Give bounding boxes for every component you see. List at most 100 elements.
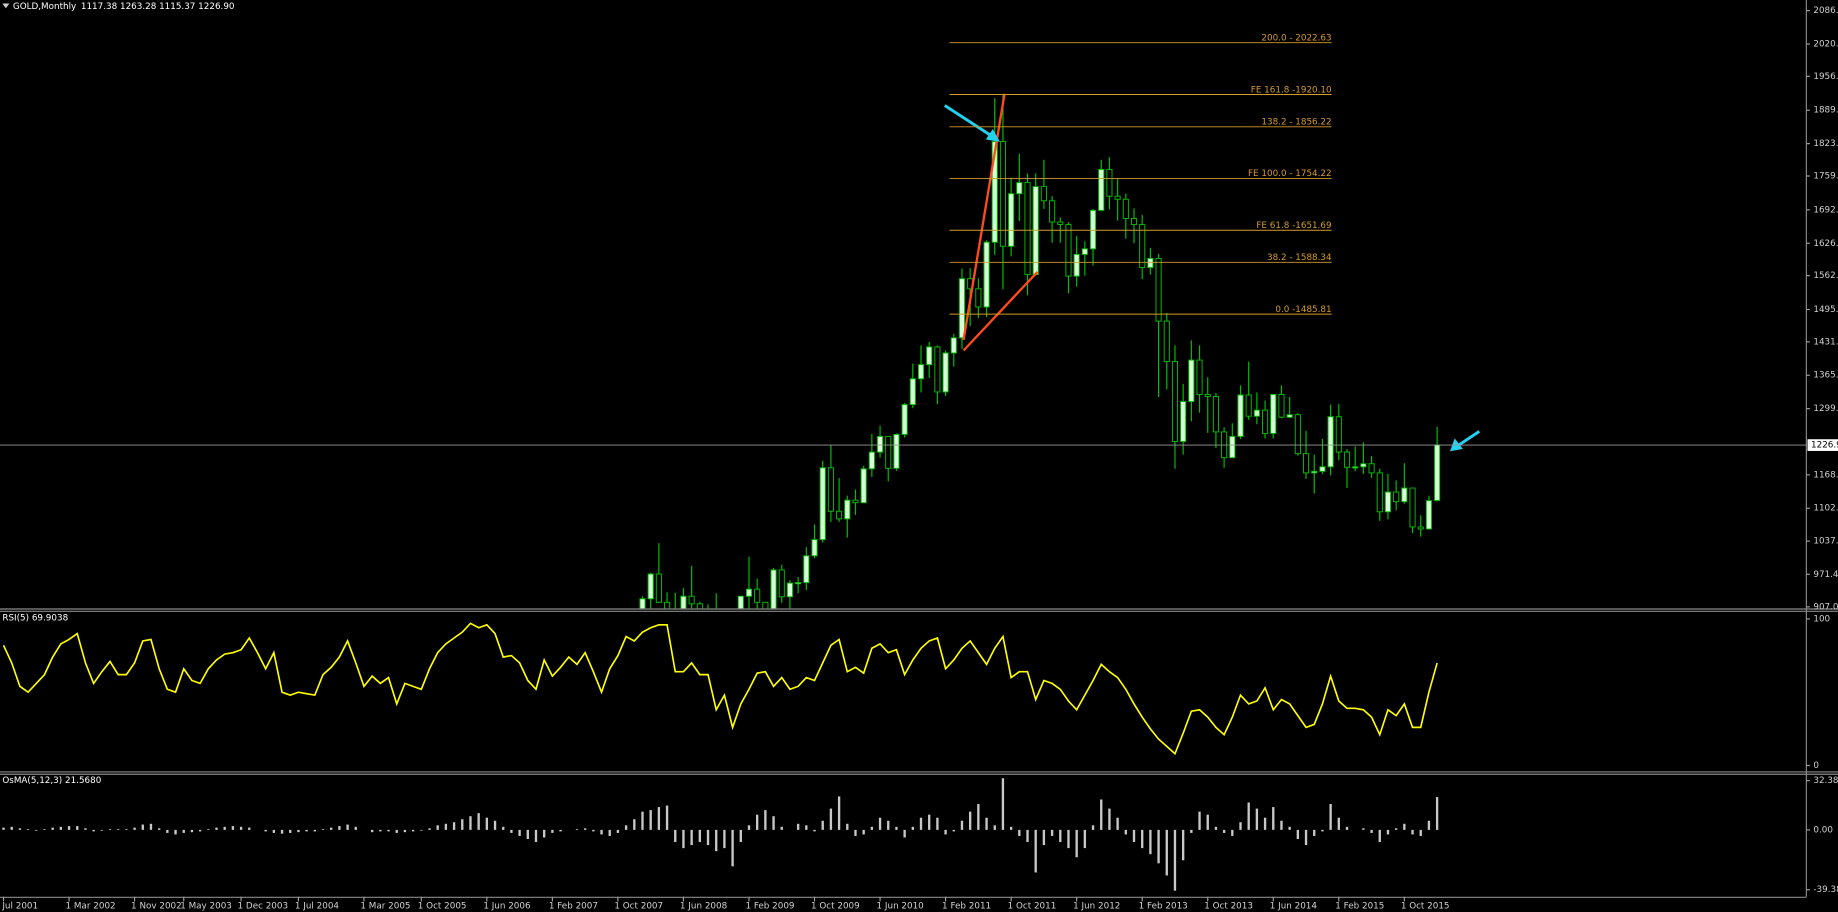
osma-bar xyxy=(739,829,742,843)
osma-bar xyxy=(35,829,38,831)
osma-bar xyxy=(837,796,841,830)
osma-bar xyxy=(182,829,185,833)
osma-bar xyxy=(1386,829,1390,835)
fibo-label: FE 100.0 - 1754.22 xyxy=(1248,169,1332,179)
x-tick-label: 1 Mar 2005 xyxy=(360,902,410,912)
candle-body xyxy=(770,569,777,609)
osma-bar xyxy=(559,829,562,832)
osma-bar xyxy=(624,825,628,830)
candle-body xyxy=(942,352,949,393)
expansion-line xyxy=(962,93,1006,341)
osma-bar xyxy=(878,817,882,830)
osma-bar xyxy=(616,829,620,833)
indicator-title: OsMA(5,12,3) 21.5680 xyxy=(2,776,101,786)
osma-bar xyxy=(305,829,308,832)
candle-body xyxy=(1417,526,1424,530)
osma-bar xyxy=(1108,808,1111,830)
osma-bar xyxy=(215,827,218,830)
y-tick-label: 1102. xyxy=(1813,504,1838,514)
candle-body xyxy=(1122,198,1129,219)
osma-bar xyxy=(928,814,931,830)
fibo-label: 0.0 -1485.81 xyxy=(1275,305,1331,315)
osma-bar xyxy=(821,820,824,830)
osma-bar xyxy=(67,826,71,830)
candle-body xyxy=(827,467,834,512)
y-tick-label: 1692. xyxy=(1813,205,1838,215)
x-tick-label: 1 Jun 2008 xyxy=(680,902,727,912)
osma-bar xyxy=(510,829,513,833)
x-tick-label: 1 Oct 2007 xyxy=(614,902,663,912)
candle-body xyxy=(991,141,998,243)
arrow xyxy=(1457,430,1481,447)
osma-bar xyxy=(805,825,808,830)
osma-bar xyxy=(911,826,914,830)
osma-bar xyxy=(59,826,63,830)
osma-bar xyxy=(1214,826,1218,830)
osma-bar xyxy=(518,829,521,836)
candle-body xyxy=(1106,168,1113,197)
y-tick-label: 1889. xyxy=(1813,106,1838,116)
osma-bar xyxy=(1394,828,1398,830)
osma-bar xyxy=(608,829,611,836)
x-tick-label: 1 Mar 2002 xyxy=(66,902,116,912)
osma-bar xyxy=(1116,817,1119,830)
osma-bar xyxy=(1296,829,1300,839)
osma-bar xyxy=(706,829,710,846)
candle-body xyxy=(926,346,933,366)
osma-bar xyxy=(321,829,325,830)
osma-bar xyxy=(280,829,284,834)
y-tick-label: 0.00 xyxy=(1813,825,1833,835)
x-tick-label: 1 Oct 2013 xyxy=(1204,902,1253,912)
candle-body xyxy=(664,601,671,609)
osma-bar xyxy=(1124,829,1127,835)
arrow xyxy=(943,104,993,138)
candle-body xyxy=(909,378,916,406)
osma-bar xyxy=(1411,829,1414,835)
osma-bar xyxy=(1091,825,1095,830)
osma-bar xyxy=(166,829,169,833)
y-tick-label: 1365. xyxy=(1813,371,1838,381)
osma-bar xyxy=(985,817,988,830)
candle-body xyxy=(1294,414,1301,455)
candle-body xyxy=(844,499,851,520)
fibo-label: 200.0 - 2022.63 xyxy=(1261,33,1331,43)
osma-bar xyxy=(420,829,423,831)
candle-body xyxy=(1352,466,1359,469)
candle-body xyxy=(1057,221,1064,226)
candle-body xyxy=(1237,394,1244,437)
osma-bar xyxy=(862,829,865,835)
osma-bar xyxy=(18,828,22,830)
osma-bar xyxy=(108,829,112,830)
osma-bar xyxy=(919,817,923,830)
candle-body xyxy=(1270,393,1277,434)
x-tick-label: 1 Feb 2009 xyxy=(745,902,794,912)
osma-bar xyxy=(756,814,759,830)
osma-bar xyxy=(248,827,251,830)
osma-bar xyxy=(84,828,87,830)
menu-arrow[interactable] xyxy=(2,3,10,9)
osma-bar xyxy=(469,816,472,830)
osma-bar xyxy=(1288,826,1291,830)
candle-body xyxy=(1360,463,1367,468)
osma-bar xyxy=(190,829,194,833)
osma-bar xyxy=(674,829,677,843)
candle-body xyxy=(1212,396,1219,433)
osma-bar xyxy=(157,828,161,830)
osma-bar xyxy=(796,823,800,830)
osma-bar xyxy=(387,829,390,832)
ohlc-label: 1117.38 1263.28 1115.37 1226.90 xyxy=(81,2,235,12)
y-tick-label: 0 xyxy=(1813,761,1819,771)
candle-body xyxy=(901,404,908,435)
x-tick-label: 1 Jun 2010 xyxy=(877,902,924,912)
osma-bar xyxy=(1173,829,1177,891)
osma-bar xyxy=(1304,829,1308,846)
osma-bar xyxy=(895,826,898,830)
candle-body xyxy=(1073,253,1080,277)
osma-bar xyxy=(174,829,177,835)
osma-bar xyxy=(1141,829,1144,849)
candle-body xyxy=(754,588,761,603)
candle-body xyxy=(1130,218,1138,226)
y-tick-label: 1495. xyxy=(1813,305,1838,315)
osma-bar xyxy=(354,826,357,830)
